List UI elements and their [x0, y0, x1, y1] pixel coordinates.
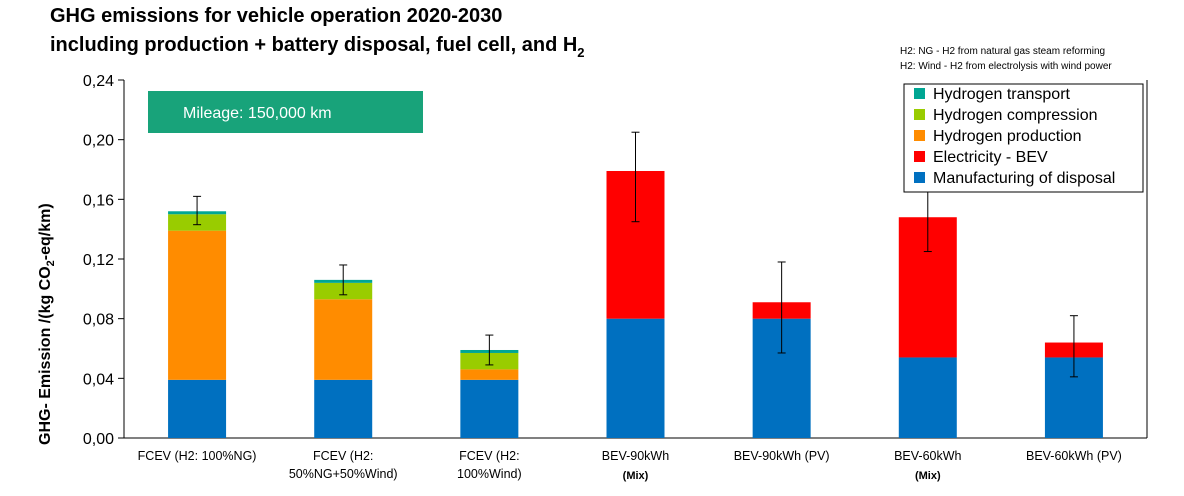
- legend-entry: Electricity - BEV: [914, 149, 1048, 166]
- bar-segment: [606, 318, 665, 438]
- chart-title-subscript: 2: [577, 45, 584, 60]
- error-bar: [193, 195, 202, 226]
- x-category-sublabel: (Mix): [623, 470, 649, 482]
- legend-swatch: [914, 109, 925, 120]
- x-category-label: FCEV (H2:: [313, 449, 373, 463]
- mileage-label: Mileage: 150,000 km: [183, 105, 332, 122]
- error-bar: [485, 334, 494, 366]
- bar-segment: [314, 299, 373, 380]
- legend-label: Hydrogen compression: [933, 107, 1098, 124]
- legend-entry: Hydrogen compression: [914, 107, 1098, 124]
- legend-label: Hydrogen production: [933, 128, 1082, 145]
- x-category-label: BEV-90kWh (PV): [734, 449, 830, 463]
- x-category-label: FCEV (H2: 100%NG): [138, 449, 257, 463]
- y-tick-label: 0,00: [83, 431, 114, 448]
- legend-label: Electricity - BEV: [933, 149, 1048, 166]
- y-axis-label-prefix: GHG- Emission /(kg CO: [37, 266, 54, 445]
- legend-label: Manufacturing of disposal: [933, 170, 1115, 187]
- y-tick-label: 0,20: [83, 133, 114, 150]
- x-category-label: 50%NG+50%Wind): [289, 467, 398, 481]
- h2-note-ng: H2: NG - H2 from natural gas steam refor…: [900, 46, 1105, 57]
- y-tick-label: 0,08: [83, 312, 114, 329]
- legend-swatch: [914, 172, 925, 183]
- x-category-label: BEV-60kWh (PV): [1026, 449, 1122, 463]
- x-category-label: 100%Wind): [457, 467, 522, 481]
- legend-entry: Hydrogen production: [914, 128, 1082, 145]
- x-category-sublabel: (Mix): [915, 470, 941, 482]
- x-category-label: BEV-90kWh: [602, 449, 669, 463]
- y-tick-label: 0,24: [83, 73, 114, 90]
- bar-segment: [314, 379, 373, 438]
- y-axis-label-sub: 2: [45, 260, 57, 266]
- mileage-box: [148, 91, 423, 133]
- legend-swatch: [914, 130, 925, 141]
- bar-segment: [168, 230, 227, 380]
- bar-segment: [460, 369, 519, 380]
- y-axis-label-suffix: -eq/km): [37, 203, 54, 260]
- legend-entry: Manufacturing of disposal: [914, 170, 1115, 187]
- chart-title-line-2-main: including production + battery disposal,…: [50, 34, 577, 56]
- error-bar: [631, 131, 640, 223]
- x-category-label: BEV-60kWh: [894, 449, 961, 463]
- legend-swatch: [914, 151, 925, 162]
- bar-segment: [168, 379, 227, 438]
- error-bar: [1069, 315, 1078, 378]
- error-bar: [777, 261, 786, 354]
- legend-label: Hydrogen transport: [933, 86, 1071, 103]
- y-tick-label: 0,12: [83, 252, 114, 269]
- mileage-badge: Mileage: 150,000 km: [148, 91, 423, 133]
- bar-segment: [460, 379, 519, 438]
- x-category-label: FCEV (H2:: [459, 449, 519, 463]
- y-tick-label: 0,16: [83, 192, 114, 209]
- bar-segment: [898, 357, 957, 438]
- chart-title-line-1: GHG emissions for vehicle operation 2020…: [50, 5, 502, 27]
- legend-swatch: [914, 88, 925, 99]
- legend-entry: Hydrogen transport: [914, 86, 1071, 103]
- h2-note-wind: H2: Wind - H2 from electrolysis with win…: [900, 61, 1112, 72]
- y-axis-label: GHG- Emission /(kg CO2-eq/km): [37, 203, 57, 445]
- y-tick-label: 0,04: [83, 371, 114, 388]
- error-bar: [339, 264, 348, 296]
- chart-title-line-2: including production + battery disposal,…: [50, 34, 585, 60]
- legend-box: [903, 83, 1144, 193]
- legend: Hydrogen transport Hydrogen compression Hy…: [903, 83, 1144, 193]
